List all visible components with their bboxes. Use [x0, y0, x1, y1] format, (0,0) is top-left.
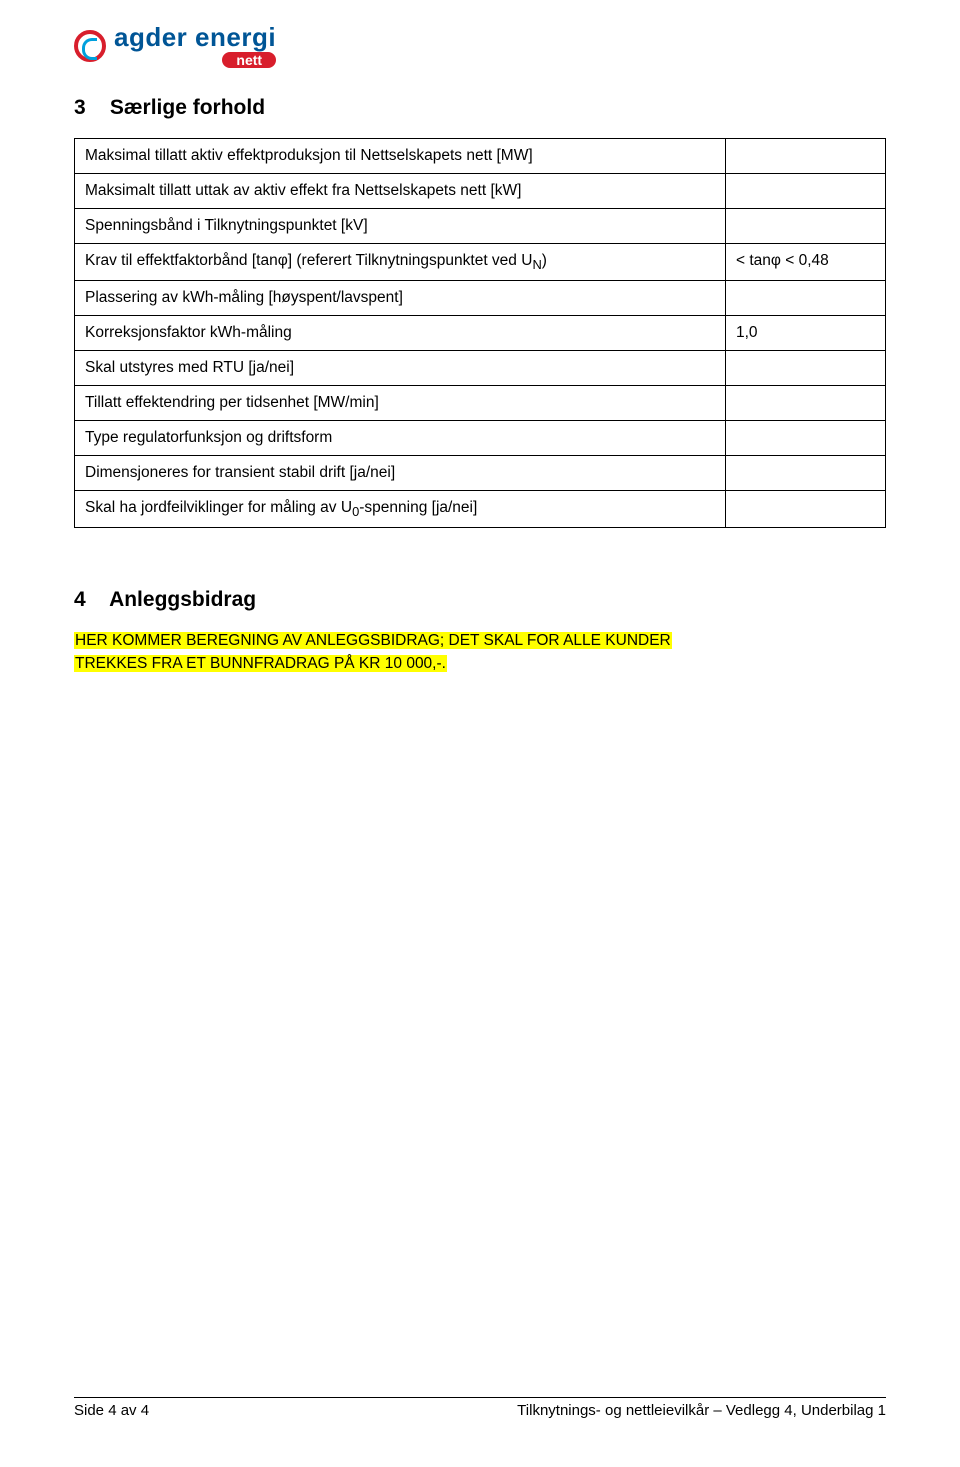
- table-row: Dimensjoneres for transient stabil drift…: [75, 456, 886, 491]
- table-cell-value: [726, 209, 886, 244]
- table-row: Spenningsbånd i Tilknytningspunktet [kV]: [75, 209, 886, 244]
- table-cell-label: Krav til effektfaktorbånd [tanφ] (refere…: [75, 244, 726, 281]
- table-cell-label: Maksimal tillatt aktiv effektproduksjon …: [75, 139, 726, 174]
- table-cell-value: [726, 174, 886, 209]
- table-row: Maksimal tillatt aktiv effektproduksjon …: [75, 139, 886, 174]
- table-row: Skal utstyres med RTU [ja/nei]: [75, 351, 886, 386]
- section-3-heading: 3 Særlige forhold: [74, 96, 886, 120]
- table-row: Maksimalt tillatt uttak av aktiv effekt …: [75, 174, 886, 209]
- table-cell-value: [726, 139, 886, 174]
- table-cell-label: Skal utstyres med RTU [ja/nei]: [75, 351, 726, 386]
- table-cell-value: [726, 456, 886, 491]
- table-cell-value: [726, 491, 886, 528]
- table-cell-value: [726, 421, 886, 456]
- logo-mark-icon: [74, 30, 106, 62]
- table-cell-label: Spenningsbånd i Tilknytningspunktet [kV]: [75, 209, 726, 244]
- footer-page-number: Side 4 av 4: [74, 1402, 149, 1419]
- table-row: Krav til effektfaktorbånd [tanφ] (refere…: [75, 244, 886, 281]
- table-cell-label: Korreksjonsfaktor kWh-måling: [75, 316, 726, 351]
- highlight-line-2: TREKKES FRA ET BUNNFRADRAG PÅ KR 10 000,…: [74, 655, 447, 672]
- logo-text: agder energi nett: [114, 24, 276, 68]
- footer-doc-title: Tilknytnings- og nettleievilkår – Vedleg…: [517, 1402, 886, 1419]
- table-cell-label: Maksimalt tillatt uttak av aktiv effekt …: [75, 174, 726, 209]
- table-cell-label: Tillatt effektendring per tidsenhet [MW/…: [75, 386, 726, 421]
- table-cell-value: [726, 281, 886, 316]
- table-row: Korreksjonsfaktor kWh-måling1,0: [75, 316, 886, 351]
- section-4-heading: 4 Anleggsbidrag: [74, 588, 886, 612]
- spec-table: Maksimal tillatt aktiv effektproduksjon …: [74, 138, 886, 528]
- highlighted-note: HER KOMMER BEREGNING AV ANLEGGSBIDRAG; D…: [74, 630, 886, 675]
- table-row: Plassering av kWh-måling [høyspent/lavsp…: [75, 281, 886, 316]
- table-cell-value: [726, 351, 886, 386]
- table-cell-label: Dimensjoneres for transient stabil drift…: [75, 456, 726, 491]
- company-logo: agder energi nett: [74, 24, 886, 68]
- table-cell-label: Plassering av kWh-måling [høyspent/lavsp…: [75, 281, 726, 316]
- document-page: agder energi nett 3 Særlige forhold Maks…: [0, 0, 960, 1467]
- logo-brand-name: agder energi: [114, 24, 276, 50]
- table-cell-value: 1,0: [726, 316, 886, 351]
- section-3-title: Særlige forhold: [110, 96, 265, 119]
- page-footer: Side 4 av 4 Tilknytnings- og nettleievil…: [74, 1397, 886, 1419]
- table-cell-label: Skal ha jordfeilviklinger for måling av …: [75, 491, 726, 528]
- highlight-line-1: HER KOMMER BEREGNING AV ANLEGGSBIDRAG; D…: [74, 632, 672, 649]
- table-cell-label: Type regulatorfunksjon og driftsform: [75, 421, 726, 456]
- logo-sub-badge: nett: [222, 52, 276, 68]
- table-row: Skal ha jordfeilviklinger for måling av …: [75, 491, 886, 528]
- section-4-number: 4: [74, 588, 104, 612]
- table-cell-value: < tanφ < 0,48: [726, 244, 886, 281]
- section-4-wrap: 4 Anleggsbidrag HER KOMMER BEREGNING AV …: [74, 588, 886, 675]
- table-row: Type regulatorfunksjon og driftsform: [75, 421, 886, 456]
- section-3-number: 3: [74, 96, 104, 120]
- table-cell-value: [726, 386, 886, 421]
- table-row: Tillatt effektendring per tidsenhet [MW/…: [75, 386, 886, 421]
- section-4-title: Anleggsbidrag: [109, 588, 256, 611]
